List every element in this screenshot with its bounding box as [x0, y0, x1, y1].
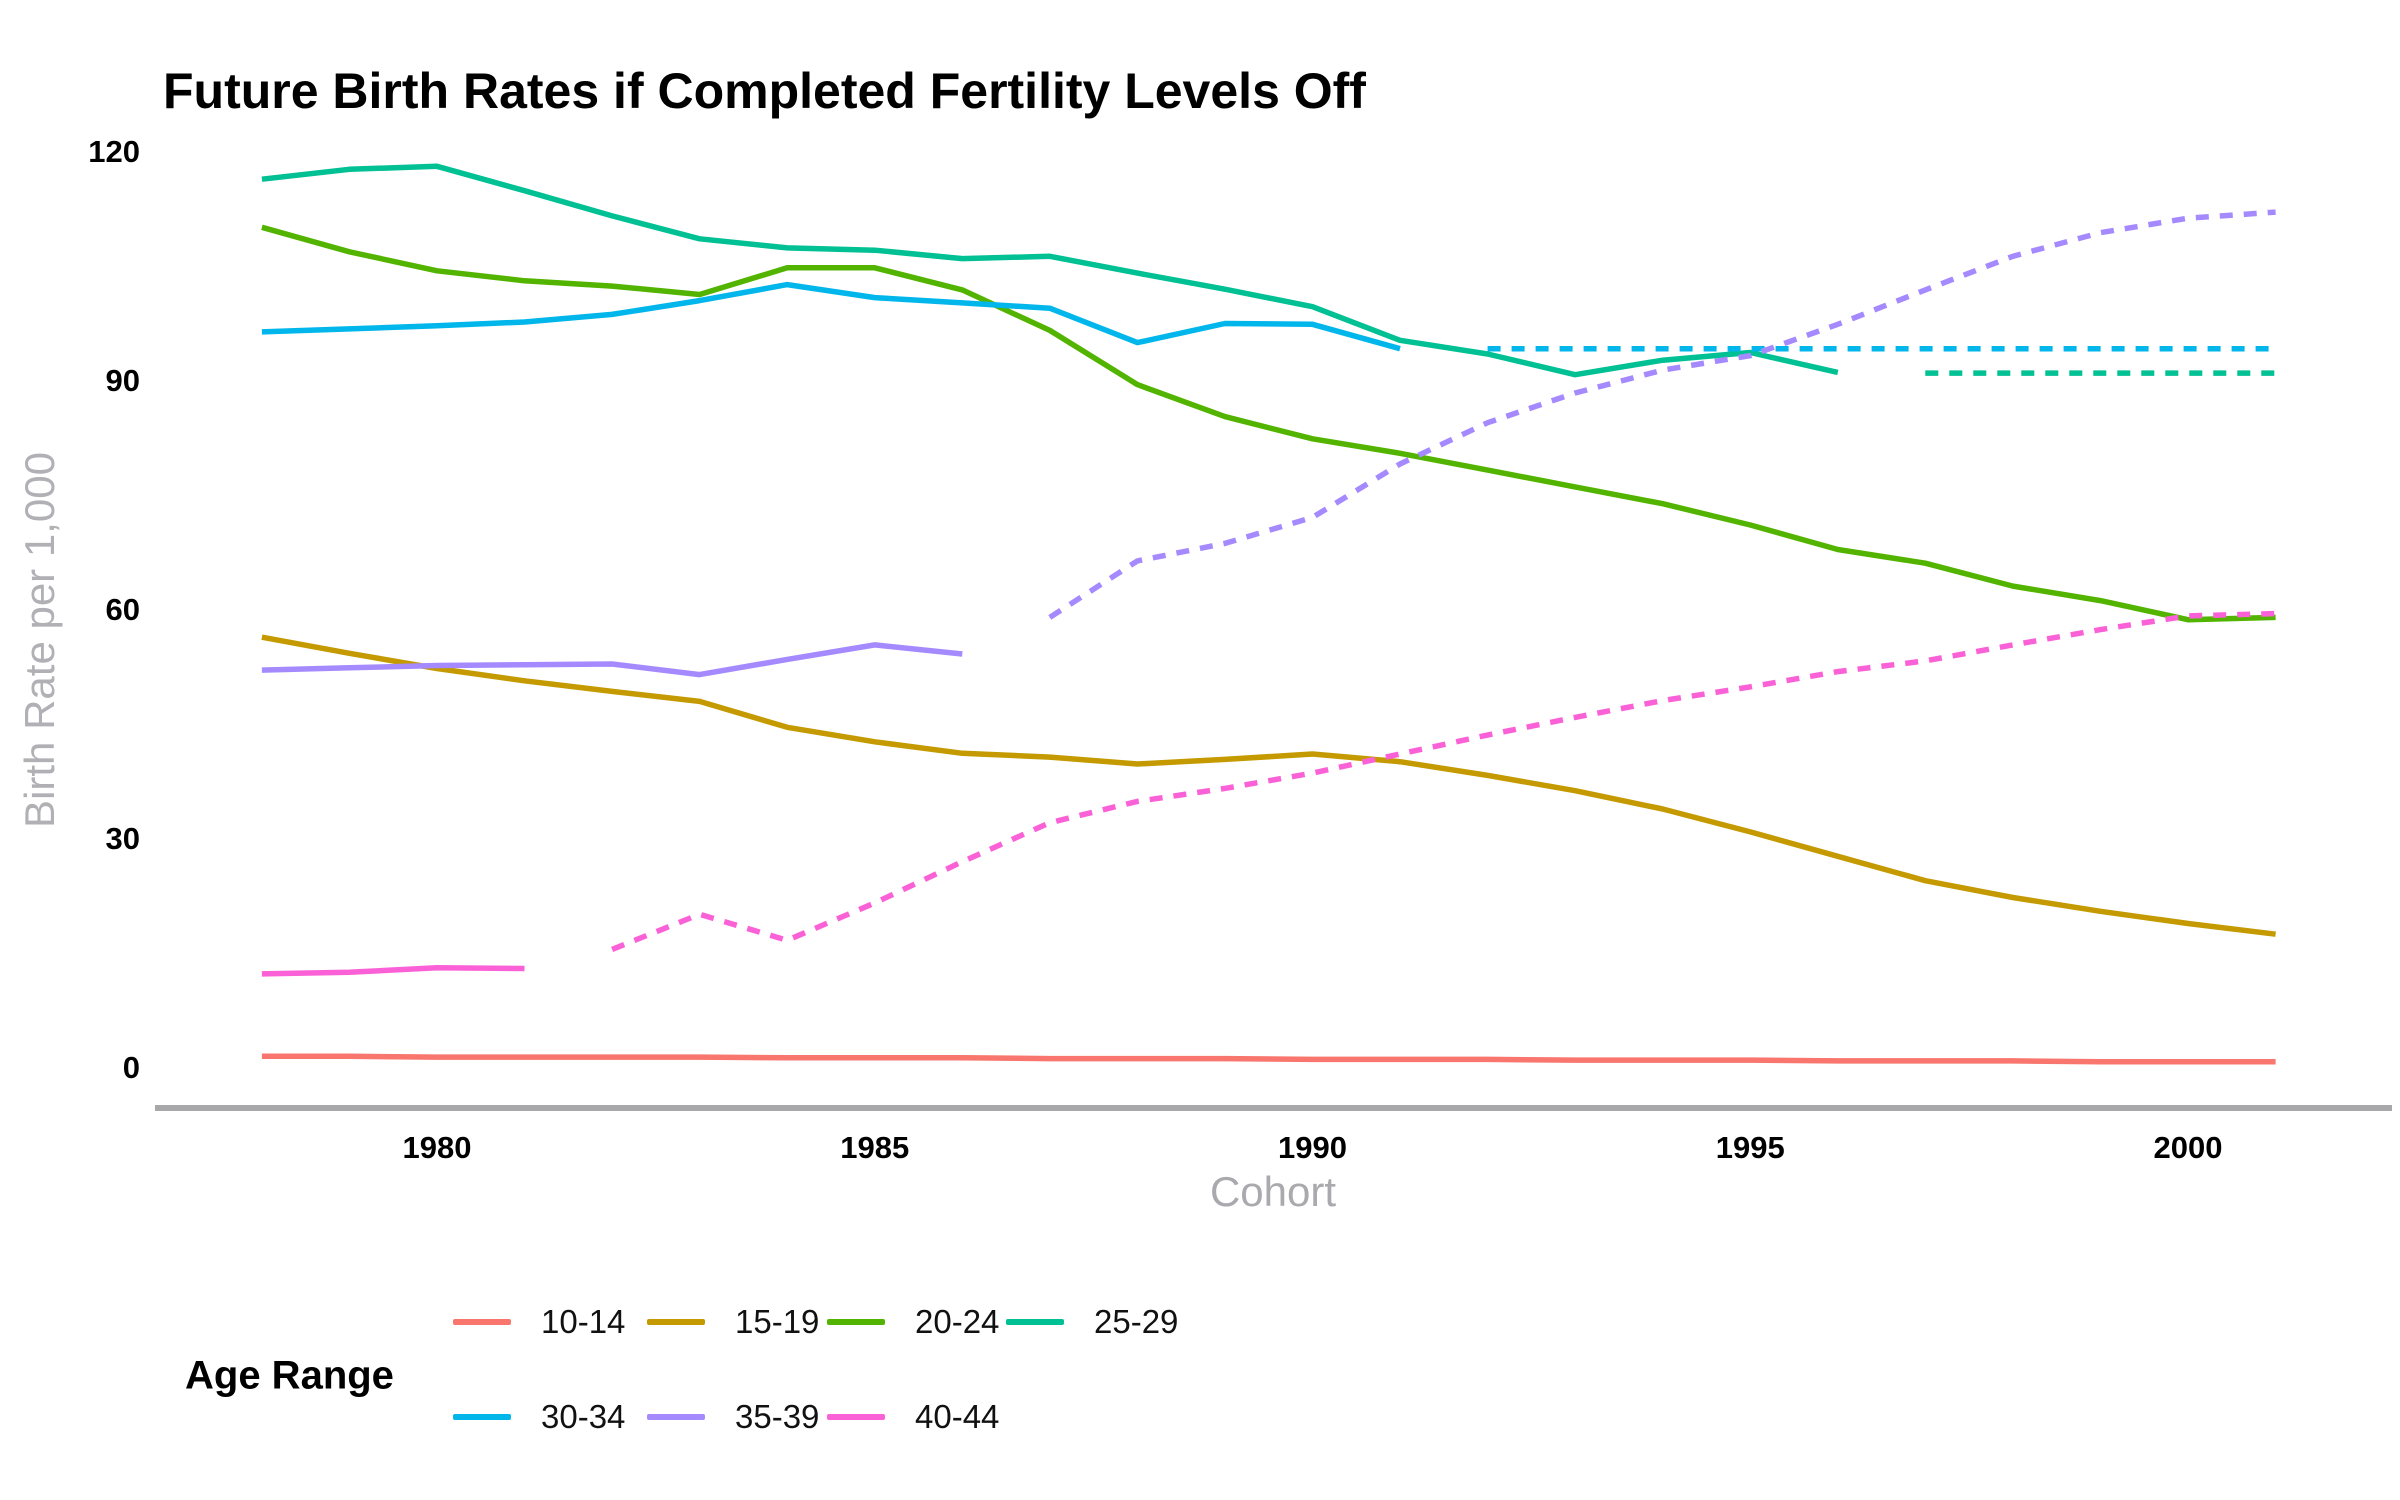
x-tick-label: 1985	[840, 1130, 909, 1165]
x-tick-label: 1990	[1278, 1130, 1347, 1165]
legend-item-20-24: 20-24	[827, 1302, 999, 1342]
y-tick-label: 60	[106, 592, 140, 627]
legend-label: 25-29	[1094, 1303, 1179, 1340]
chart-title: Future Birth Rates if Completed Fertilit…	[163, 63, 1366, 119]
y-tick-label: 30	[106, 821, 140, 856]
y-axis-title: Birth Rate per 1,000	[16, 452, 63, 828]
x-tick-label: 1995	[1716, 1130, 1785, 1165]
legend-item-10-14: 10-14	[453, 1302, 625, 1342]
legend-label: 10-14	[541, 1303, 626, 1340]
series-line-25-29-solid	[261, 163, 1839, 378]
legend-label: 40-44	[915, 1398, 1000, 1435]
legend-swatch-25-29	[1006, 1319, 1064, 1325]
series-line-10-14-solid	[261, 1053, 2276, 1065]
series-line-40-44-dashed	[611, 610, 2276, 952]
legend-swatch-30-34	[453, 1414, 511, 1420]
series-line-15-19-solid	[261, 634, 2276, 937]
x-axis-title: Cohort	[1209, 1168, 1337, 1215]
legend-swatch-15-19	[647, 1319, 705, 1325]
legend-label: 35-39	[735, 1398, 820, 1435]
legend-swatch-35-39	[647, 1414, 705, 1420]
y-tick-label: 90	[106, 363, 140, 398]
x-tick-label: 2000	[2154, 1130, 2223, 1165]
y-tick-label: 0	[123, 1050, 140, 1085]
legend-item-25-29: 25-29	[1006, 1302, 1178, 1342]
series-line-20-24-solid	[261, 224, 2276, 623]
series-line-30-34-solid	[261, 281, 1401, 352]
legend-swatch-20-24	[827, 1319, 885, 1325]
legend-label: 15-19	[735, 1303, 820, 1340]
legend-swatch-40-44	[827, 1414, 885, 1420]
x-axis-line	[155, 1105, 2392, 1111]
legend-item-15-19: 15-19	[647, 1302, 819, 1342]
legend-swatch-10-14	[453, 1319, 511, 1325]
series-line-40-44-solid	[261, 965, 525, 977]
y-tick-label: 120	[88, 134, 140, 169]
legend-label: 30-34	[541, 1398, 626, 1435]
legend-title: Age Range	[185, 1353, 394, 1398]
legend-item-30-34: 30-34	[453, 1397, 625, 1437]
legend-item-35-39: 35-39	[647, 1397, 819, 1437]
legend-item-40-44: 40-44	[827, 1397, 999, 1437]
legend-label: 20-24	[915, 1303, 1000, 1340]
x-tick-label: 1980	[403, 1130, 472, 1165]
series-line-35-39-solid	[261, 642, 963, 678]
series-line-35-39-dashed	[1048, 209, 2276, 620]
